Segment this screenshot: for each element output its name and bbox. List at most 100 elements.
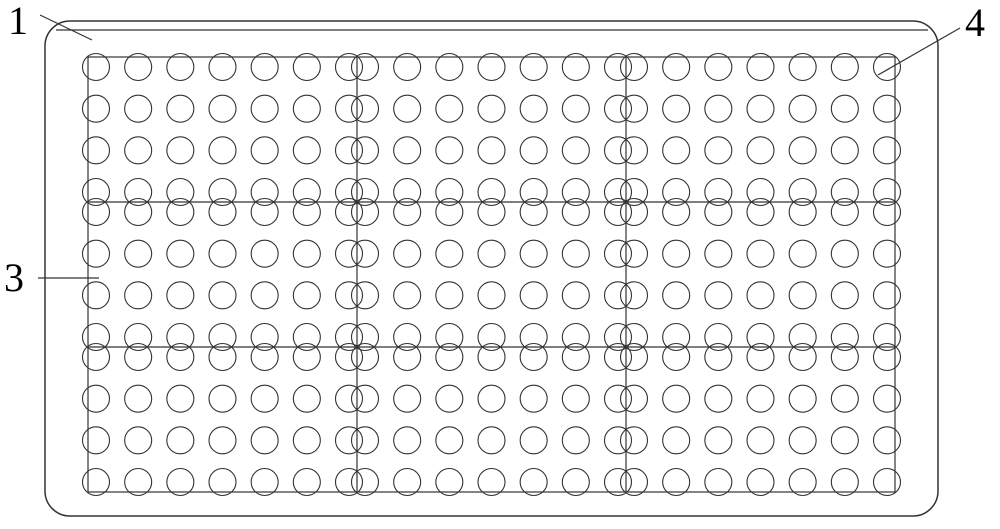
hole-circle <box>621 137 648 164</box>
hole-circle <box>209 95 236 122</box>
hole-circle <box>789 137 816 164</box>
hole-circle <box>167 137 194 164</box>
hole-circle <box>874 95 901 122</box>
hole-circle <box>167 240 194 267</box>
hole-circle <box>336 282 363 309</box>
hole-circle <box>520 137 547 164</box>
hole-circle <box>605 240 632 267</box>
hole-circle <box>83 240 110 267</box>
hole-circle <box>394 240 421 267</box>
hole-circle <box>478 282 505 309</box>
hole-circle <box>394 282 421 309</box>
hole-circle <box>293 95 320 122</box>
hole-circle <box>436 240 463 267</box>
hole-circle <box>621 95 648 122</box>
hole-circle <box>705 427 732 454</box>
hole-circle <box>605 137 632 164</box>
hole-circle <box>352 427 379 454</box>
hole-circle <box>789 95 816 122</box>
hole-circle <box>831 427 858 454</box>
hole-circle <box>605 95 632 122</box>
callout-line-1 <box>40 15 92 40</box>
hole-circle <box>125 137 152 164</box>
hole-circle <box>874 427 901 454</box>
hole-circle <box>167 282 194 309</box>
hole-circle <box>336 95 363 122</box>
hole-circle <box>251 240 278 267</box>
hole-circle <box>209 385 236 412</box>
hole-circle <box>605 385 632 412</box>
hole-circle <box>705 385 732 412</box>
hole-circle <box>789 240 816 267</box>
hole-circle <box>621 427 648 454</box>
hole-circle <box>251 95 278 122</box>
hole-circle <box>874 137 901 164</box>
hole-circle <box>663 95 690 122</box>
hole-circle <box>789 427 816 454</box>
callout-label-4: 4 <box>965 3 985 43</box>
hole-circle <box>663 385 690 412</box>
hole-circle <box>663 240 690 267</box>
hole-circle <box>352 385 379 412</box>
hole-circle <box>167 95 194 122</box>
hole-circle <box>83 282 110 309</box>
hole-circle <box>478 240 505 267</box>
hole-circle <box>789 282 816 309</box>
hole-circle <box>336 137 363 164</box>
hole-circle <box>352 240 379 267</box>
hole-circle <box>621 282 648 309</box>
hole-circle <box>352 137 379 164</box>
hole-circle <box>167 385 194 412</box>
hole-circle <box>167 427 194 454</box>
hole-circle <box>747 95 774 122</box>
diagram-svg <box>0 0 1000 529</box>
hole-circle <box>83 137 110 164</box>
hole-circle <box>436 137 463 164</box>
hole-circle <box>562 95 589 122</box>
hole-circle <box>209 282 236 309</box>
hole-circle <box>251 385 278 412</box>
hole-circle <box>352 95 379 122</box>
hole-circle <box>663 427 690 454</box>
hole-circle <box>394 137 421 164</box>
hole-circle <box>621 240 648 267</box>
hole-circle <box>293 427 320 454</box>
hole-circle <box>251 282 278 309</box>
hole-circle <box>705 282 732 309</box>
hole-circle <box>747 282 774 309</box>
hole-circle <box>83 95 110 122</box>
hole-circle <box>747 240 774 267</box>
hole-circle <box>747 137 774 164</box>
hole-circle <box>663 137 690 164</box>
hole-circle <box>562 427 589 454</box>
hole-circle <box>436 385 463 412</box>
hole-circle <box>831 282 858 309</box>
hole-circle <box>705 137 732 164</box>
hole-circle <box>747 427 774 454</box>
hole-circle <box>394 95 421 122</box>
hole-circle <box>831 137 858 164</box>
hole-circle <box>520 385 547 412</box>
hole-circle <box>352 282 379 309</box>
hole-circle <box>336 427 363 454</box>
hole-circle <box>394 427 421 454</box>
hole-circle <box>125 427 152 454</box>
hole-circle <box>663 282 690 309</box>
hole-circle <box>520 282 547 309</box>
hole-circle <box>394 385 421 412</box>
hole-circle <box>705 95 732 122</box>
hole-circle <box>436 95 463 122</box>
hole-circle <box>478 95 505 122</box>
hole-circle <box>293 385 320 412</box>
hole-circle <box>621 385 648 412</box>
hole-circle <box>83 427 110 454</box>
hole-circle <box>874 240 901 267</box>
hole-circle <box>251 137 278 164</box>
callout-line-4 <box>878 28 960 75</box>
hole-circle <box>293 137 320 164</box>
hole-circle <box>125 240 152 267</box>
hole-circle <box>209 137 236 164</box>
hole-circle <box>789 385 816 412</box>
diagram-stage: 134 <box>0 0 1000 529</box>
hole-circle <box>436 427 463 454</box>
